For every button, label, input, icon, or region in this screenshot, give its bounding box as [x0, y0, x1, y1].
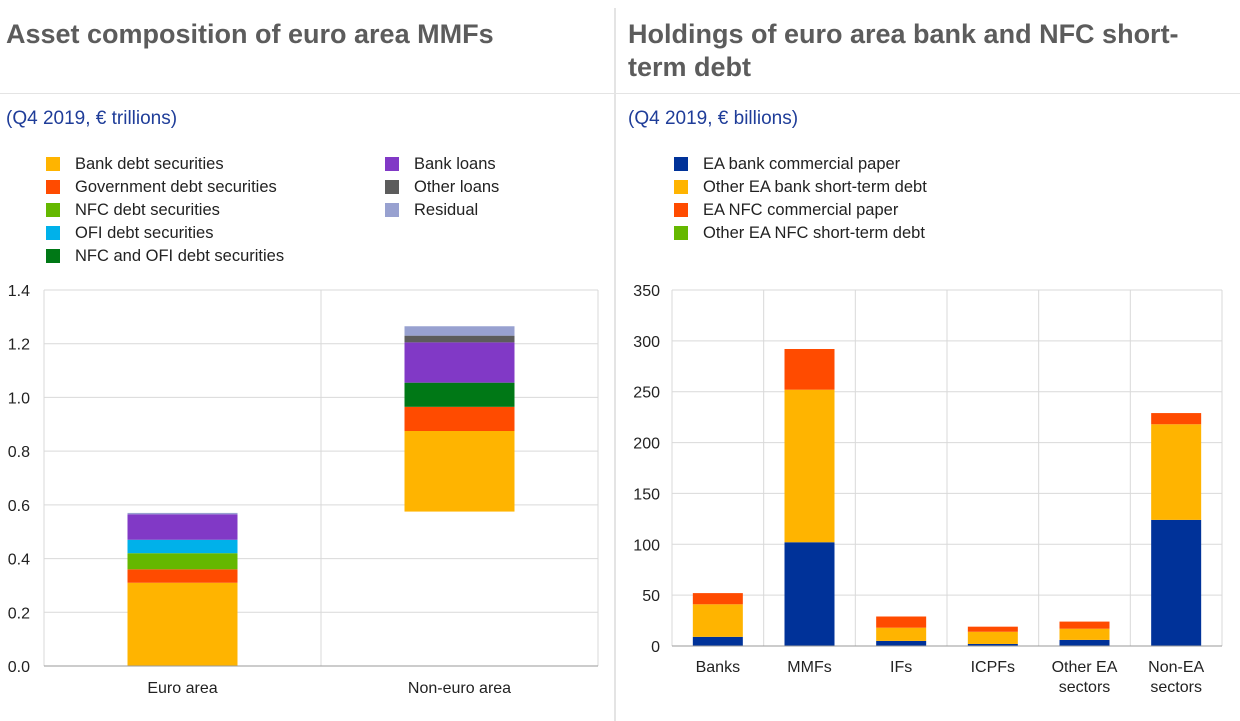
y-tick-label: 0.4 [8, 552, 30, 569]
y-tick-label: 350 [633, 283, 660, 300]
bar-government-debt-securities [404, 406, 515, 431]
bar-bank-loans [127, 514, 238, 540]
y-tick-label: 300 [633, 334, 660, 351]
legend-label: Bank debt securities [75, 155, 224, 173]
y-tick-label: 0.0 [8, 659, 30, 676]
x-tick-label: Other EA [1052, 659, 1118, 676]
bar-ea-bank-commercial-paper [1151, 519, 1202, 646]
bar-ea-bank-commercial-paper [1059, 639, 1110, 646]
y-tick-label: 1.2 [8, 337, 30, 354]
x-tick-label: Euro area [147, 680, 217, 697]
y-tick-label: 0.2 [8, 605, 30, 622]
y-tick-label: 0 [651, 639, 660, 656]
x-tick-label: ICPFs [971, 659, 1015, 676]
legend-label: EA bank commercial paper [703, 155, 901, 173]
y-tick-label: 200 [633, 436, 660, 453]
bar-other-loans [404, 335, 515, 343]
legend-label: Other EA bank short-term debt [703, 178, 927, 196]
right-chart-subtitle: (Q4 2019, € billions) [628, 108, 799, 129]
legend-swatch [385, 203, 399, 217]
bar-ea-nfc-commercial-paper [692, 593, 743, 605]
bar-other-ea-bank-short-term-debt [784, 389, 835, 543]
legend-label: Government debt securities [75, 178, 277, 196]
title-rule [616, 93, 1240, 94]
bar-other-ea-bank-short-term-debt [692, 604, 743, 637]
legend-label: EA NFC commercial paper [703, 201, 899, 219]
bar-other-ea-bank-short-term-debt [1059, 628, 1110, 640]
legend-swatch [46, 249, 60, 263]
y-tick-label: 100 [633, 537, 660, 554]
x-tick-label: sectors [1150, 679, 1202, 696]
bar-ofi-debt-securities [127, 539, 238, 554]
bar-other-ea-bank-short-term-debt [876, 627, 927, 641]
left-chart-panel: Asset composition of euro area MMFs (Q4 … [0, 0, 614, 721]
y-tick-label: 50 [642, 588, 660, 605]
bar-residual [404, 326, 515, 336]
legend-label: NFC and OFI debt securities [75, 247, 285, 265]
y-tick-label: 250 [633, 385, 660, 402]
bar-other-ea-bank-short-term-debt [967, 631, 1018, 644]
y-tick-label: 150 [633, 486, 660, 503]
bar-ea-nfc-commercial-paper [784, 348, 835, 390]
bar-ea-nfc-commercial-paper [1151, 413, 1202, 425]
bar-bank-loans [404, 342, 515, 383]
title-rule [0, 93, 614, 94]
y-tick-label: 1.4 [8, 283, 30, 300]
panel-divider [614, 8, 616, 721]
legend-swatch [674, 157, 688, 171]
legend-label: Other loans [414, 178, 500, 196]
bar-ea-bank-commercial-paper [692, 636, 743, 646]
legend-label: Residual [414, 201, 479, 219]
legend-label: OFI debt securities [75, 224, 214, 242]
x-tick-label: Non-euro area [408, 680, 511, 697]
bar-ea-bank-commercial-paper [876, 640, 927, 646]
right-bar-chart: 0 50 100 150 200 250 300 350 Banks MMFs IFs ICPFs Ot… [633, 283, 1223, 696]
bar-other-ea-bank-short-term-debt [1151, 424, 1202, 520]
left-bar-chart: 0.0 0.2 0.4 0.6 0.8 1.0 1.2 1.4 Euro area Non-eur… [8, 283, 599, 697]
legend-swatch [46, 180, 60, 194]
y-tick-label: 1.0 [8, 390, 30, 407]
bar-ea-nfc-commercial-paper [1059, 621, 1110, 629]
bar-bank-debt-securities [404, 431, 515, 512]
x-tick-label: sectors [1059, 679, 1111, 696]
bar-nfc-and-ofi-debt-securities [404, 382, 515, 407]
right-chart-title: Holdings of euro area bank and NFC short… [628, 19, 1179, 82]
legend-label: Bank loans [414, 155, 496, 173]
x-tick-label: MMFs [787, 659, 831, 676]
y-tick-label: 0.6 [8, 498, 30, 515]
legend-swatch [385, 180, 399, 194]
bar-ea-nfc-commercial-paper [967, 626, 1018, 632]
legend-label: Other EA NFC short-term debt [703, 224, 925, 242]
y-tick-label: 0.8 [8, 444, 30, 461]
bar-bank-debt-securities [127, 582, 238, 666]
legend-swatch [674, 180, 688, 194]
x-tick-label: Non-EA [1148, 659, 1204, 676]
x-tick-label: IFs [890, 659, 912, 676]
legend-swatch [46, 226, 60, 240]
legend-swatch [674, 226, 688, 240]
bar-government-debt-securities [127, 569, 238, 583]
left-chart-title: Asset composition of euro area MMFs [6, 19, 494, 49]
legend-label: NFC debt securities [75, 201, 220, 219]
bar-ea-bank-commercial-paper [784, 542, 835, 646]
bar-ea-nfc-commercial-paper [876, 616, 927, 628]
legend-swatch [46, 157, 60, 171]
right-chart-panel: Holdings of euro area bank and NFC short… [616, 0, 1240, 721]
legend-swatch [674, 203, 688, 217]
x-tick-label: Banks [696, 659, 740, 676]
legend-swatch [46, 203, 60, 217]
legend-swatch [385, 157, 399, 171]
left-chart-subtitle: (Q4 2019, € trillions) [6, 108, 178, 129]
bar-nfc-debt-securities [127, 553, 238, 570]
bar-residual [127, 512, 238, 515]
bar-ea-bank-commercial-paper [967, 643, 1018, 646]
